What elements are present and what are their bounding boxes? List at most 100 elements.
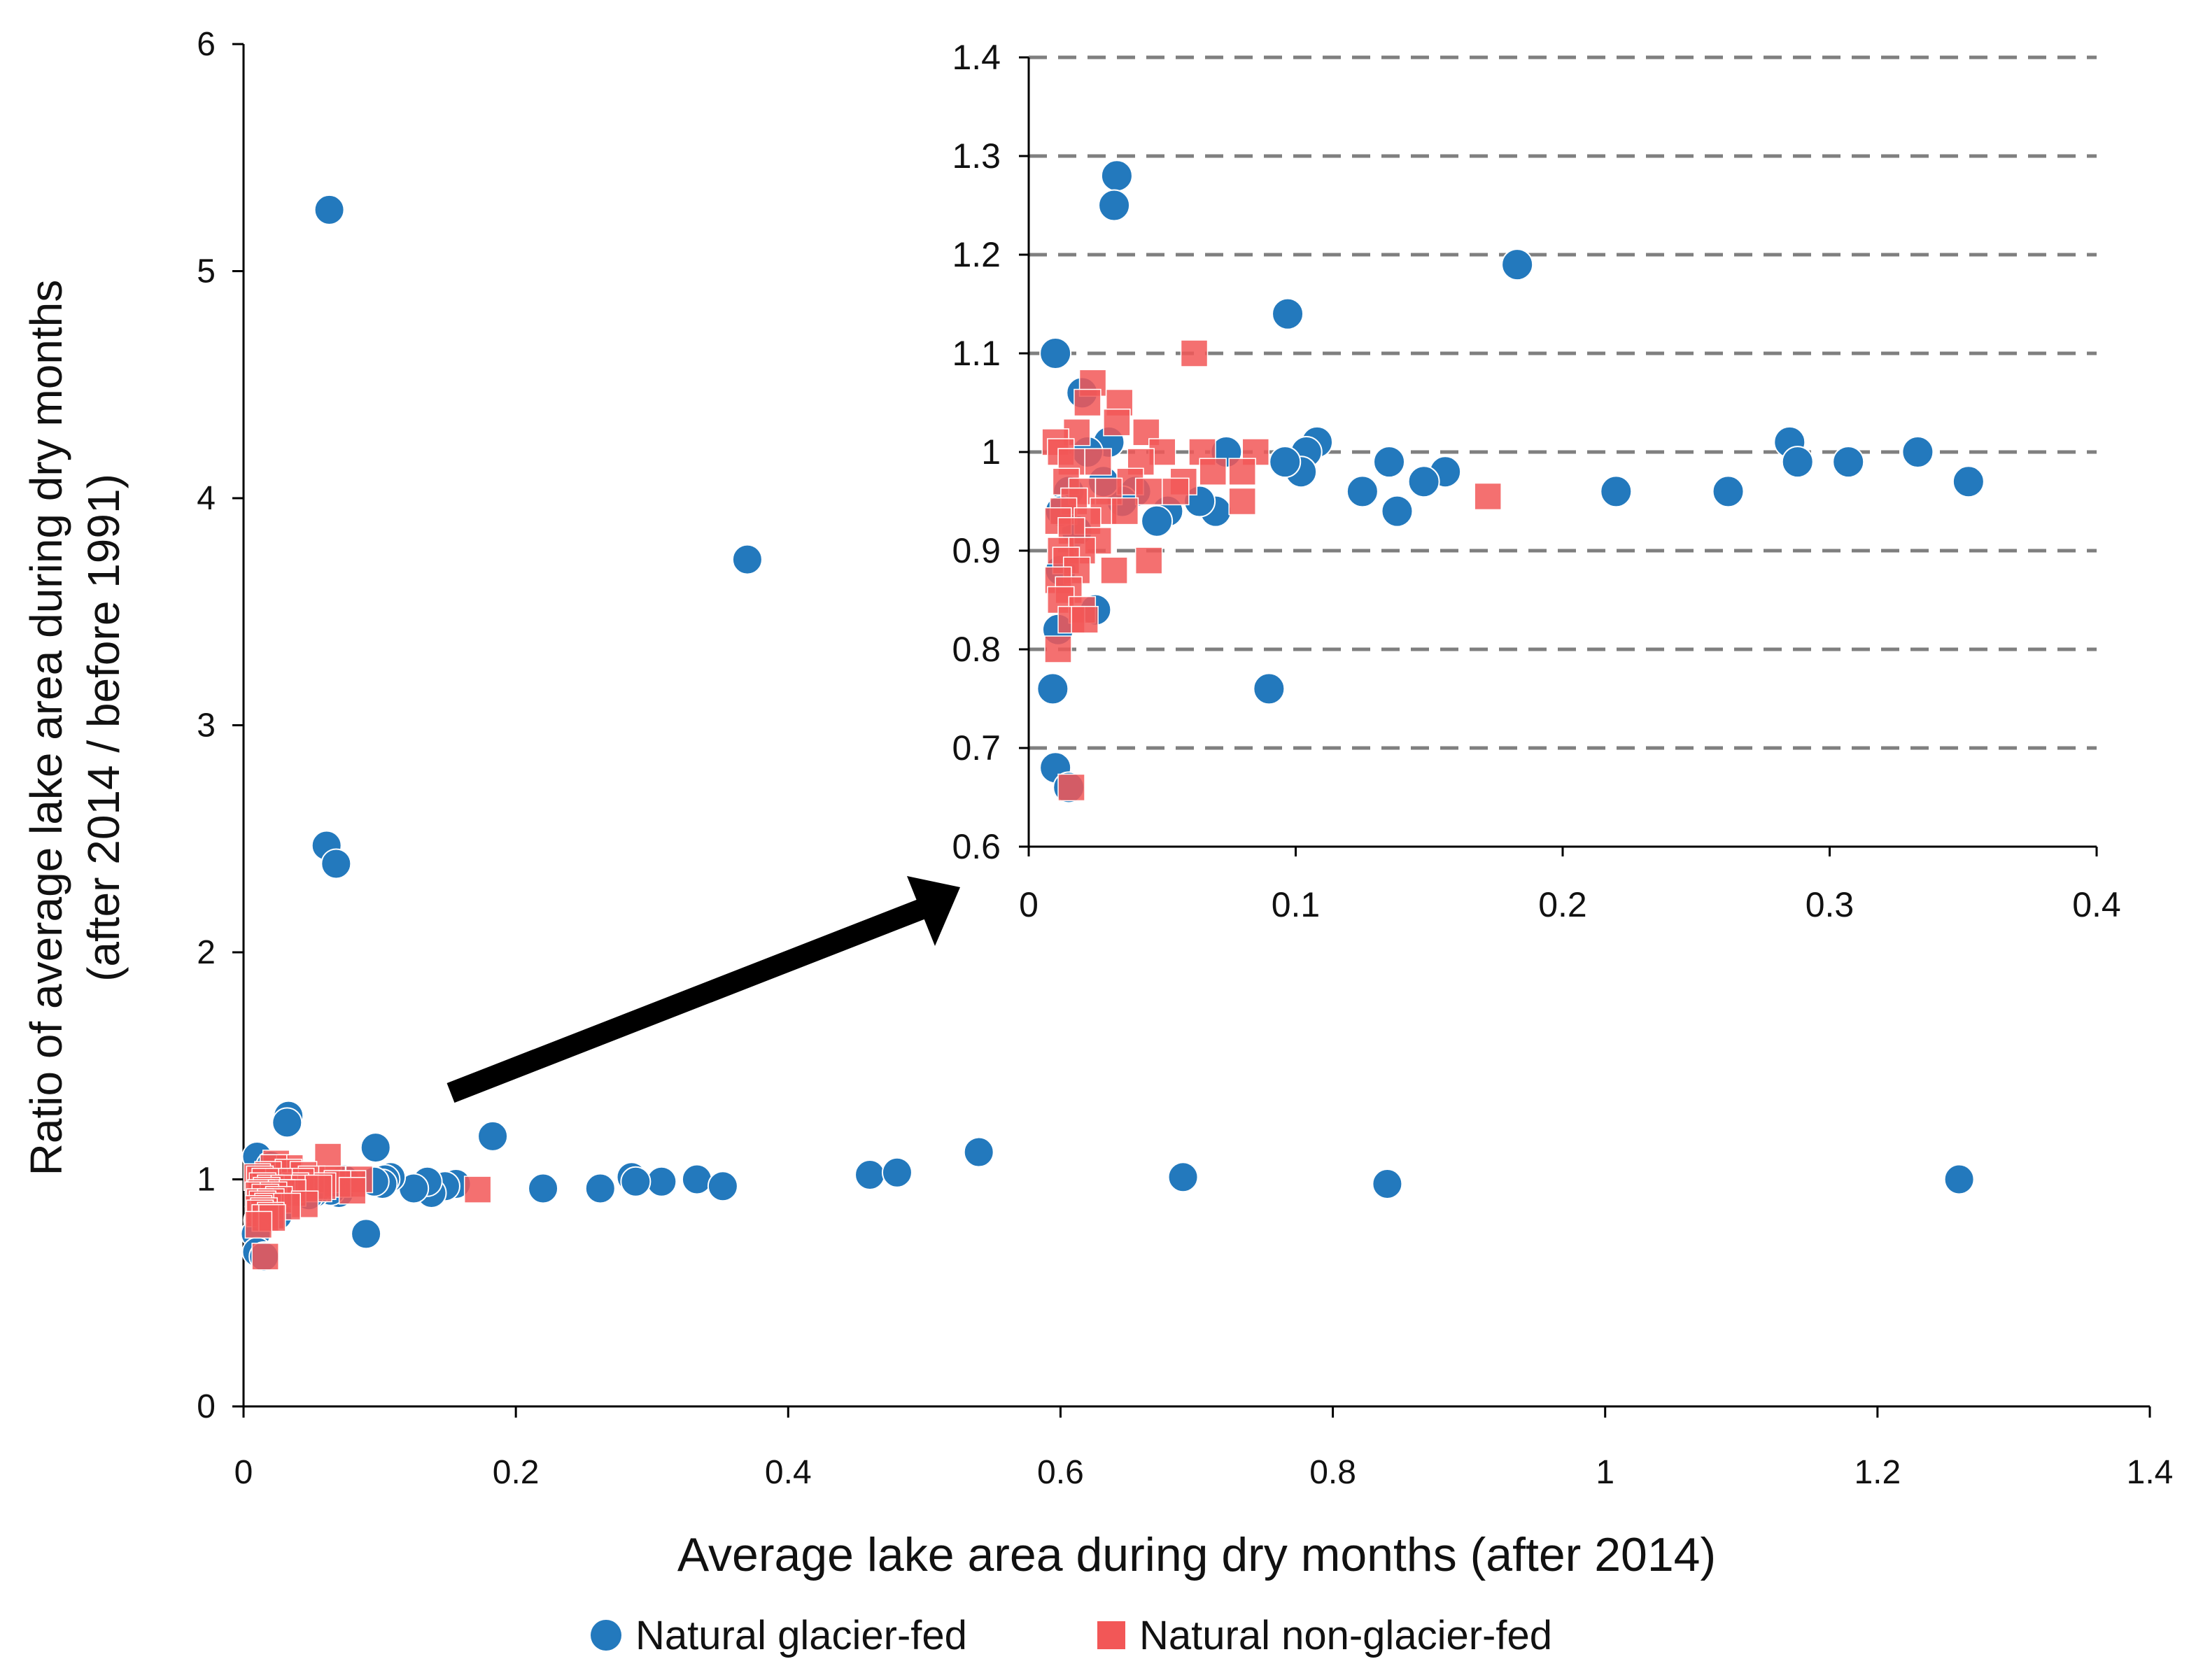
data-point-non-glacier-fed [463, 1176, 492, 1203]
data-point-glacier-fed [528, 1173, 559, 1204]
data-point-glacier-fed [881, 1157, 913, 1188]
data-point-glacier-fed [1901, 436, 1934, 468]
inset-y-tick-label: 0.9 [952, 531, 1001, 570]
inset-y-tick-label: 0.8 [952, 630, 1001, 669]
inset-y-tick-label: 1.3 [952, 136, 1001, 176]
data-point-non-glacier-fed [251, 1243, 279, 1271]
data-point-glacier-fed [1272, 297, 1304, 330]
x-tick-label: 1 [1596, 1454, 1614, 1491]
main-points [240, 194, 1975, 1272]
x-tick-label: 1.4 [2127, 1454, 2174, 1491]
data-point-non-glacier-fed [314, 1143, 342, 1171]
y-tick-label: 2 [197, 934, 216, 971]
data-point-glacier-fed [1600, 475, 1633, 508]
inset-x-tick-label: 0 [1019, 885, 1039, 924]
data-point-glacier-fed [1952, 465, 1985, 498]
data-point-glacier-fed [1269, 446, 1302, 479]
data-point-glacier-fed [321, 848, 352, 880]
data-point-glacier-fed [731, 544, 763, 575]
data-point-glacier-fed [681, 1164, 712, 1195]
y-axis-title-line2: (after 2014 / before 1991) [78, 474, 129, 982]
data-point-non-glacier-fed [1474, 482, 1502, 511]
data-point-non-glacier-fed [1074, 388, 1102, 417]
inset-x-tick-label: 0.3 [1806, 885, 1854, 924]
data-point-glacier-fed [963, 1136, 994, 1168]
data-point-non-glacier-fed [1199, 458, 1227, 486]
x-tick-label: 0.8 [1309, 1454, 1356, 1491]
legend: Natural glacier-fed Natural non-glacier-f… [591, 1613, 1552, 1658]
data-point-glacier-fed [646, 1166, 677, 1197]
data-point-glacier-fed [1098, 189, 1131, 222]
data-point-glacier-fed [1832, 446, 1865, 479]
legend-marker-non-glacier-fed [1097, 1621, 1125, 1649]
inset-y-tick-label: 1.4 [952, 38, 1001, 77]
data-point-non-glacier-fed [1071, 605, 1099, 634]
data-point-non-glacier-fed [1134, 546, 1163, 574]
x-tick-label: 0 [234, 1454, 253, 1491]
inset-x-tick-label: 0.2 [1538, 885, 1587, 924]
y-tick-label: 1 [197, 1162, 216, 1199]
data-point-non-glacier-fed [338, 1176, 367, 1205]
x-tick-label: 1.2 [1854, 1454, 1901, 1491]
data-point-glacier-fed [314, 194, 345, 225]
data-point-non-glacier-fed [1180, 339, 1209, 367]
data-point-glacier-fed [272, 1107, 303, 1138]
data-point-glacier-fed [1039, 337, 1072, 369]
data-point-glacier-fed [1943, 1164, 1975, 1195]
data-point-non-glacier-fed [1111, 497, 1139, 525]
data-point-glacier-fed [620, 1166, 652, 1197]
inset-plot: 0.6 0.7 0.8 0.9 1 1.1 1.2 1.3 1.4 0 0.1 0.2 0.3 0.4 [952, 38, 2120, 924]
y-tick-label: 3 [197, 707, 216, 744]
y-axis-title: Ratio of average lake area during dry mo… [21, 280, 129, 1176]
inset-y-tick-label: 0.7 [952, 728, 1001, 768]
data-point-glacier-fed [1253, 672, 1286, 705]
legend-label-non-glacier-fed: Natural non-glacier-fed [1139, 1613, 1552, 1658]
data-point-glacier-fed [1501, 248, 1534, 281]
data-point-glacier-fed [1036, 672, 1069, 705]
zoom-arrow-head [907, 876, 960, 946]
zoom-arrow [446, 876, 960, 1103]
inset-x-tick-label: 0.1 [1272, 885, 1321, 924]
y-tick-label: 4 [197, 480, 216, 517]
data-point-non-glacier-fed [1044, 635, 1072, 663]
data-point-glacier-fed [1407, 465, 1440, 498]
data-point-non-glacier-fed [1162, 477, 1190, 506]
data-point-glacier-fed [1381, 495, 1414, 528]
data-point-non-glacier-fed [1134, 477, 1163, 506]
y-axis-title-line1: Ratio of average lake area during dry mo… [21, 280, 71, 1176]
data-point-glacier-fed [1781, 446, 1814, 479]
legend-marker-glacier-fed [591, 1620, 621, 1651]
data-point-non-glacier-fed [1228, 487, 1256, 516]
main-plot: 0 1 2 3 4 5 6 0 0.2 0.4 0.6 0.8 1 1.2 1.4 Average lake … [21, 26, 2173, 1581]
inset-x-tick-label: 0.4 [2072, 885, 2121, 924]
data-point-non-glacier-fed [1100, 556, 1128, 584]
y-tick-label: 0 [197, 1388, 216, 1425]
data-point-glacier-fed [351, 1218, 382, 1250]
x-tick-label: 0.6 [1037, 1454, 1084, 1491]
inset-y-tick-label: 1 [981, 432, 1001, 472]
inset-points [1036, 160, 1985, 804]
y-tick-label: 6 [197, 26, 216, 63]
legend-label-glacier-fed: Natural glacier-fed [635, 1613, 967, 1658]
data-point-glacier-fed [1373, 446, 1406, 479]
data-point-glacier-fed [1167, 1162, 1199, 1193]
inset-y-tick-label: 0.6 [952, 827, 1001, 866]
inset-y-tick-label: 1.1 [952, 334, 1001, 373]
data-point-glacier-fed [360, 1132, 391, 1164]
inset-y-tick-label: 1.2 [952, 235, 1001, 274]
x-tick-label: 0.4 [765, 1454, 812, 1491]
y-tick-label: 5 [197, 253, 216, 290]
data-point-glacier-fed [854, 1159, 886, 1191]
data-point-non-glacier-fed [1084, 448, 1112, 476]
data-point-non-glacier-fed [1228, 458, 1256, 486]
data-point-glacier-fed [1712, 475, 1745, 508]
data-point-non-glacier-fed [1057, 773, 1085, 802]
x-tick-label: 0.2 [493, 1454, 540, 1491]
x-axis-title: Average lake area during dry months (aft… [677, 1528, 1716, 1581]
data-point-glacier-fed [1141, 504, 1174, 537]
data-point-glacier-fed [1372, 1168, 1403, 1199]
data-point-non-glacier-fed [244, 1210, 273, 1239]
data-point-glacier-fed [1100, 160, 1133, 192]
data-point-glacier-fed [707, 1171, 738, 1202]
